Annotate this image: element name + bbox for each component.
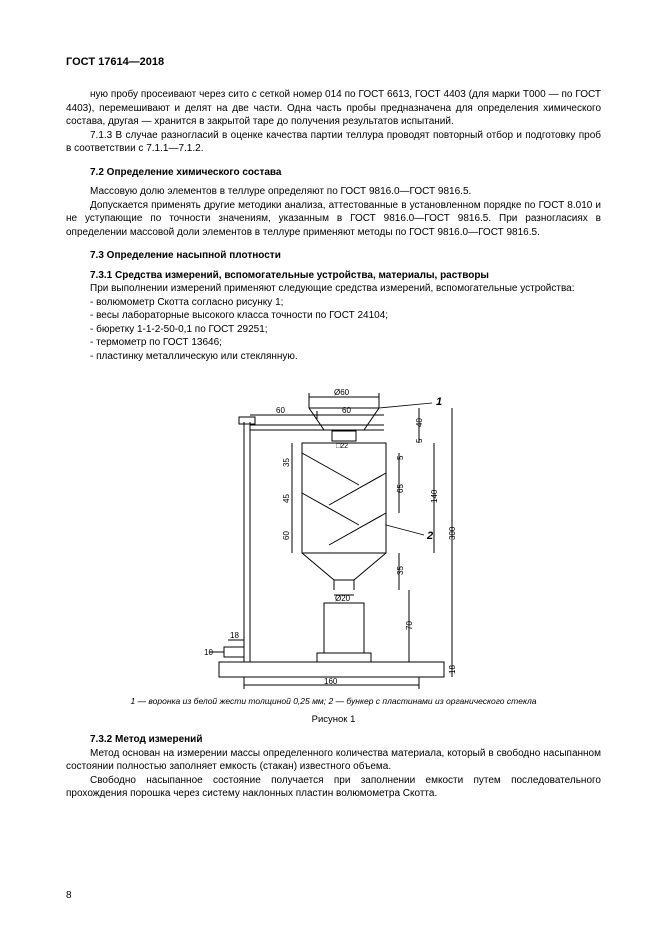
dim-35a: 35 (282, 458, 291, 467)
doc-header: ГОСТ 17614—2018 (66, 56, 601, 68)
list-item: - волюмометр Скотта согласно рисунку 1; (66, 296, 601, 310)
dim-65: 65 (396, 484, 405, 493)
section-title-7-3: 7.3 Определение насыпной плотности (66, 249, 601, 263)
figure-1: Ø60 60 60 □22 40 5 140 300 5 65 35 45 60… (66, 375, 601, 725)
paragraph: При выполнении измерений применяют следу… (66, 282, 601, 296)
dim-sq22: □22 (336, 443, 348, 450)
paragraph: Допускается применять другие методики ан… (66, 199, 601, 240)
dim-160: 160 (324, 677, 338, 686)
dim-300: 300 (448, 526, 457, 540)
dim-d20: Ø20 (335, 594, 351, 603)
section-title-7-2: 7.2 Определение химического состава (66, 166, 601, 180)
dim-60a: 60 (276, 406, 285, 415)
list-item: - термометр по ГОСТ 13646; (66, 336, 601, 350)
dim-70: 70 (405, 621, 414, 630)
dim-5b: 5 (396, 455, 405, 460)
section-title-7-3-2: 7.3.2 Метод измерений (66, 733, 601, 747)
dim-18a: 18 (230, 631, 239, 640)
dim-60b: 60 (342, 406, 351, 415)
dim-40: 40 (415, 418, 424, 427)
dim-18b: 18 (448, 665, 457, 674)
callout-1: 1 (436, 396, 442, 408)
diagram-svg: Ø60 60 60 □22 40 5 140 300 5 65 35 45 60… (184, 375, 484, 690)
paragraph: Свободно насыпанное состояние получается… (66, 774, 601, 801)
callout-2: 2 (426, 530, 433, 542)
dim-35b: 35 (396, 566, 405, 575)
paragraph: ную пробу просеивают через сито с сеткой… (66, 88, 601, 129)
list-item: - весы лабораторные высокого класса точн… (66, 309, 601, 323)
page-number: 8 (66, 890, 72, 901)
dim-60c: 60 (282, 531, 291, 540)
list-item: - пластинку металлическую или стеклянную… (66, 350, 601, 364)
dim-45: 45 (282, 494, 291, 503)
dim-d60: Ø60 (334, 388, 350, 397)
page: ГОСТ 17614—2018 ную пробу просеивают чер… (0, 0, 661, 935)
dim-10: 10 (204, 648, 213, 657)
paragraph: 7.1.3 В случае разногласий в оценке каче… (66, 129, 601, 156)
section-title-7-3-1: 7.3.1 Средства измерений, вспомогательны… (66, 269, 601, 283)
dim-5: 5 (415, 438, 424, 443)
paragraph: Метод основан на измерении массы определ… (66, 747, 601, 774)
dim-140: 140 (430, 489, 439, 503)
paragraph: Массовую долю элементов в теллуре опреде… (66, 185, 601, 199)
list-item: - бюретку 1-1-2-50-0,1 по ГОСТ 29251; (66, 323, 601, 337)
figure-label: Рисунок 1 (66, 714, 601, 725)
figure-caption: 1 — воронка из белой жести толщиной 0,25… (66, 696, 601, 706)
